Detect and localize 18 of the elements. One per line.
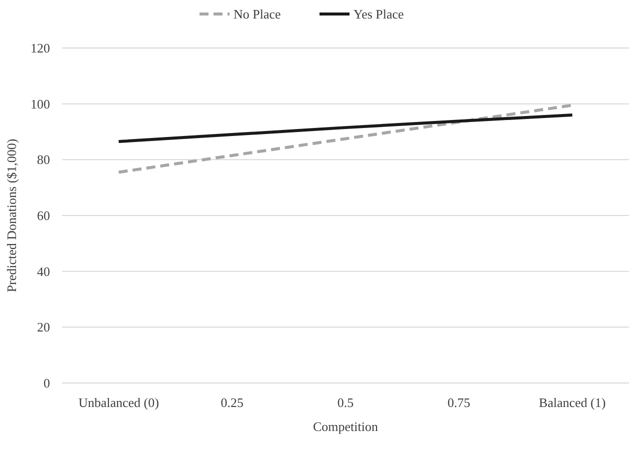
y-tick-label: 100	[30, 96, 50, 112]
y-tick-label: 120	[30, 40, 50, 56]
x-axis-title: Competition	[313, 419, 378, 434]
x-tick-label: Balanced (1)	[538, 395, 606, 410]
legend-label: No Place	[234, 6, 282, 22]
y-tick-label: 0	[44, 376, 50, 391]
y-tick-label: 20	[37, 320, 50, 335]
y-axis-title: Predicted Donations ($1,000)	[4, 138, 19, 292]
y-tick-label: 80	[37, 152, 50, 168]
line-series	[117, 114, 574, 144]
x-tick-label: Unbalanced (0)	[78, 395, 159, 410]
line-series	[117, 104, 574, 174]
legend-label: Yes Place	[354, 6, 404, 22]
y-tick-label: 40	[37, 264, 50, 279]
y-tick-label: 60	[37, 208, 50, 224]
x-tick-label: 0.75	[448, 395, 470, 410]
x-tick-label: 0.25	[220, 395, 244, 410]
x-tick-label: 0.5	[337, 395, 354, 410]
